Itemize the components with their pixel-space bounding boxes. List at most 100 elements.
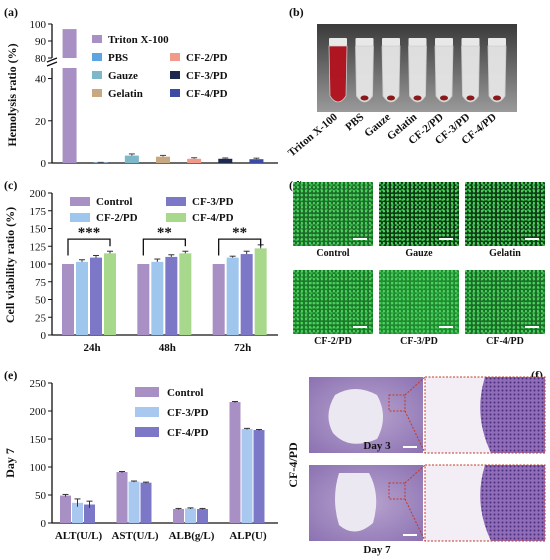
zoom-connector xyxy=(404,464,426,484)
chart-e-x-tick-label: ALP(U) xyxy=(229,530,267,542)
chart-a-legend-swatch xyxy=(92,89,102,97)
chart-a-y-tick-label: 40 xyxy=(35,74,47,86)
tube xyxy=(408,45,427,103)
chart-e-bar xyxy=(185,508,196,523)
chart-c-legend-swatch xyxy=(70,197,90,206)
zoom-connector xyxy=(404,498,426,542)
chart-c-y-tick-label: 125 xyxy=(30,241,47,253)
chart-c-legend-label: Control xyxy=(96,196,132,208)
chart-c-bar xyxy=(226,257,239,335)
chart-c-y-tick-label: 50 xyxy=(35,295,47,307)
chart-c-significance-label: ** xyxy=(232,225,247,241)
chart-a-legend-swatch xyxy=(170,71,180,79)
chart-a-y-tick-label: 80 xyxy=(35,53,47,65)
chart-a-legend-swatch xyxy=(92,35,102,43)
chart-a-break-mark xyxy=(46,57,58,63)
histology-day-label: Day 7 xyxy=(363,544,391,556)
chart-a-legend-label: PBS xyxy=(108,52,128,64)
tube xyxy=(487,45,507,103)
chart-e-bar xyxy=(229,402,241,523)
chart-a-bar xyxy=(218,158,233,163)
chart-e-x-tick-label: AST(U/L) xyxy=(111,530,158,542)
chart-e-bars xyxy=(60,400,265,523)
fluorescence-image xyxy=(379,270,459,334)
histology-rows: Day 3 Day 7 xyxy=(309,376,546,556)
fluorescence-image xyxy=(379,182,459,246)
chart-a: (a) Hemolysis ratio (%) 0 20 40 80 90 100 Tri… xyxy=(4,5,278,170)
tube-cap xyxy=(488,38,506,46)
chart-e-y-tick-label: 150 xyxy=(30,434,47,446)
zoom-connector xyxy=(404,410,426,454)
chart-a-legend-label: CF-2/PD xyxy=(186,52,228,64)
histology-zoom-tissue xyxy=(480,465,545,541)
chart-e-y-tick-label: 50 xyxy=(35,490,47,502)
chart-c-significance-label: ** xyxy=(157,225,172,241)
tube xyxy=(434,45,454,103)
chart-a-axes: 0 20 40 80 90 100 xyxy=(30,19,278,170)
chart-e-legend-label: CF-3/PD xyxy=(167,407,209,419)
tube-sediment xyxy=(413,95,422,101)
scale-bar xyxy=(525,238,539,240)
chart-e-y-tick-label: 250 xyxy=(30,378,47,390)
tube xyxy=(381,45,401,103)
scale-bar xyxy=(353,238,367,240)
chart-e-y-tick-label: 100 xyxy=(30,462,47,474)
tube-sediment xyxy=(387,95,395,101)
chart-c-bar xyxy=(212,264,225,335)
chart-e-legend-label: CF-4/PD xyxy=(167,427,209,439)
fluorescence-caption: CF-4/PD xyxy=(486,336,524,347)
chart-c-legend-swatch xyxy=(166,213,186,222)
chart-c-x-tick-label: 48h xyxy=(159,342,176,354)
chart-c-bar xyxy=(165,256,178,335)
chart-c-bar xyxy=(179,253,192,335)
chart-a-bar xyxy=(124,155,139,163)
zoom-connector xyxy=(404,376,426,396)
chart-e-bar xyxy=(60,495,71,523)
scale-bar xyxy=(525,326,539,328)
chart-c-legend-label: CF-2/PD xyxy=(96,212,138,224)
chart-c-significance-bracket xyxy=(218,238,262,256)
chart-e-bar xyxy=(253,430,265,523)
chart-a-legend-label: Triton X-100 xyxy=(108,34,169,46)
chart-c-significance-bracket xyxy=(142,238,186,256)
panel-label-e: (e) xyxy=(4,368,17,382)
chart-a-y-tick-label: 100 xyxy=(30,19,47,31)
chart-a-ylabel: Hemolysis ratio (%) xyxy=(5,43,19,146)
chart-c-significance-label: *** xyxy=(78,225,101,241)
chart-a-bar xyxy=(187,158,202,163)
chart-e-bar xyxy=(140,482,152,523)
tube-sediment xyxy=(440,95,448,101)
chart-e-legend: Control CF-3/PD CF-4/PD xyxy=(135,387,209,439)
chart-c-bar xyxy=(254,248,267,335)
tube-sediment xyxy=(360,95,369,101)
chart-c-bar xyxy=(90,257,102,335)
chart-a-legend-label: Gelatin xyxy=(108,88,143,100)
chart-a-y-tick-label: 20 xyxy=(35,116,47,128)
chart-a-break-mark xyxy=(46,61,58,67)
tube-cap xyxy=(435,38,453,46)
panel-label-a: (a) xyxy=(4,5,18,19)
scale-bar xyxy=(439,238,453,240)
chart-e-legend-label: Control xyxy=(167,387,203,399)
panel-label-c: (c) xyxy=(4,178,17,192)
chart-e-bar xyxy=(128,481,140,523)
chart-a-bar xyxy=(156,156,170,163)
chart-e-bar xyxy=(173,509,184,523)
chart-c-x-tick-label: 72h xyxy=(234,342,251,354)
chart-e: (e) Day 7 0 50 100 150 200 250 ALT(U/L) AST(U/L… xyxy=(3,368,278,542)
tube-cap xyxy=(461,38,480,46)
tube-photo-panel: (b) Triton X-100 PBSGauzeGelatinCF-2/PDCF… xyxy=(286,5,517,159)
zoom-region-box xyxy=(388,482,406,500)
chart-a-legend-swatch xyxy=(170,53,180,61)
chart-c-axes: 0 25 50 75 100 125 150 175 200 24h 48h 72h xyxy=(30,188,278,354)
fluorescence-caption: Gelatin xyxy=(489,248,521,259)
histology-wound-region xyxy=(335,473,377,532)
fluorescence-grid: Control Gauze Gelatin CF-2/PD CF-3/PD CF-4/PD xyxy=(285,178,547,360)
chart-c-y-tick-label: 175 xyxy=(30,206,47,218)
chart-c-bar xyxy=(76,261,88,335)
fluorescence-caption: CF-2/PD xyxy=(314,336,352,347)
tube-cap xyxy=(355,38,374,46)
chart-e-bar xyxy=(72,502,83,523)
chart-a-bar xyxy=(62,29,77,58)
chart-c-significance: *** ** ** xyxy=(67,225,262,256)
